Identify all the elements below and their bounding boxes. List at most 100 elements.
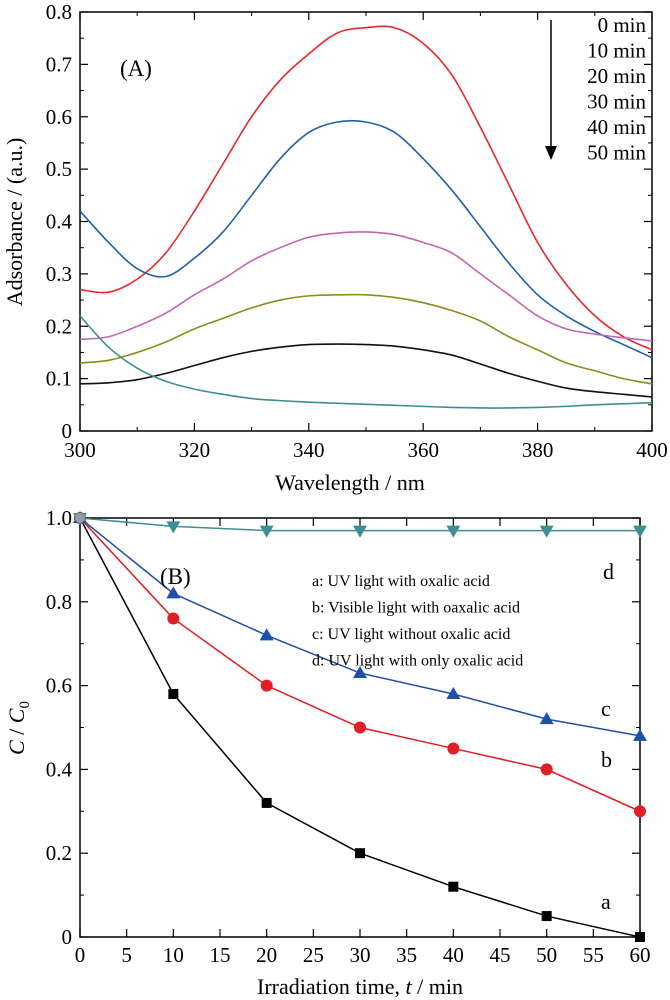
time-label: 30 min — [587, 90, 646, 114]
data-point-c — [353, 666, 367, 679]
data-point-b — [260, 679, 273, 692]
panel-a-chart: 300 320 340 360 380 400 0 0.1 0.2 0.3 0.4 0.5 0.6 0.7… — [2, 0, 668, 495]
legend-entry: a: UV light with oxalic acid — [312, 573, 490, 590]
y-tick-label: 0.4 — [46, 210, 73, 234]
x-tick-label: 300 — [64, 438, 96, 462]
spectrum-line-0 — [79, 25, 653, 351]
x-axis-label-variable: t — [405, 974, 412, 999]
data-point-b — [354, 721, 366, 734]
data-point-d — [166, 521, 181, 534]
y-axis-label-sep: / — [4, 723, 29, 740]
x-axis-label-main: Irradiation time, — [257, 974, 405, 999]
data-point-a — [635, 932, 645, 942]
x-tick-label: 30 — [350, 943, 371, 967]
data-point-a — [168, 688, 179, 699]
y-axis-label-c0: C — [4, 708, 29, 723]
panel-b-label: (B) — [160, 564, 191, 589]
spectrum-line-2 — [79, 231, 653, 342]
data-point-a — [448, 881, 459, 892]
x-tick-label: 340 — [293, 438, 325, 462]
panel-b-legend: a: UV light with oxalic acid b: Visible l… — [312, 573, 523, 670]
data-point-a — [541, 911, 552, 922]
x-tick-label: 50 — [536, 943, 557, 967]
panel-b-y-axis-label: C / C0 — [4, 701, 33, 755]
x-axis-label-unit: / min — [412, 974, 463, 999]
y-tick-label: 1.0 — [46, 506, 72, 530]
y-tick-label: 0.2 — [46, 314, 72, 338]
y-tick-label: 0.2 — [46, 841, 72, 865]
time-arrow-head — [545, 146, 557, 160]
curve-label-d: d — [603, 559, 614, 584]
data-point-d — [446, 525, 461, 538]
x-tick-label: 40 — [443, 943, 464, 967]
data-point-c — [259, 628, 274, 641]
data-point-d — [633, 525, 647, 538]
x-tick-label: 55 — [583, 943, 604, 967]
x-tick-label: 400 — [636, 438, 668, 462]
panel-a-x-axis-label: Wavelength / nm — [275, 470, 425, 495]
panel-a-y-axis-label: Adsorbance / (a.u.) — [2, 138, 27, 307]
panel-b-markers — [73, 511, 647, 942]
data-point-b — [167, 612, 180, 625]
y-tick-label: 0.4 — [46, 757, 73, 781]
panel-a-ticks — [79, 11, 653, 432]
y-tick-label: 0.7 — [46, 52, 72, 76]
data-point-c — [166, 586, 181, 599]
data-point-a — [261, 797, 272, 808]
y-tick-label: 0.8 — [46, 590, 72, 614]
panel-b-chart: 0 5 10 15 20 25 30 35 40 45 50 55 60 0 0.2 0.4 0.6 0.8 1.0… — [4, 506, 651, 999]
panel-a-tick-labels: 300 320 340 360 380 400 0 0.1 0.2 0.3 0.4 0.5 0.6 0.7… — [46, 0, 668, 462]
x-tick-label: 60 — [630, 943, 651, 967]
data-point-d — [259, 525, 274, 538]
y-tick-label: 0.3 — [46, 262, 72, 286]
legend-entry: d: UV light with only oxalic acid — [312, 653, 523, 670]
data-point-c — [633, 728, 647, 741]
data-point-c — [446, 686, 461, 699]
curve-label-b: b — [601, 747, 612, 772]
curve-label-a: a — [601, 889, 611, 914]
x-tick-label: 10 — [163, 943, 184, 967]
data-point-d — [539, 525, 554, 538]
panel-b-curve-labels: a b c d — [601, 559, 614, 914]
curve-label-c: c — [601, 696, 611, 721]
panel-b-x-axis-label: Irradiation time, t / min — [257, 974, 463, 999]
x-tick-label: 20 — [256, 943, 277, 967]
data-point-c — [539, 712, 554, 725]
panel-a-plot-frame — [79, 11, 653, 432]
data-point-a — [355, 848, 365, 859]
y-tick-label: 0 — [62, 925, 73, 949]
time-label: 10 min — [587, 39, 646, 63]
data-point-b — [447, 742, 460, 755]
legend-entry: b: Visible light with oaxalic acid — [312, 600, 520, 617]
y-tick-label: 0.1 — [46, 367, 72, 391]
x-tick-label: 5 — [121, 943, 132, 967]
time-label: 50 min — [587, 141, 646, 165]
x-tick-label: 45 — [490, 943, 511, 967]
spectrum-line-1 — [79, 119, 653, 359]
legend-entry: c: UV light without oxalic acid — [312, 626, 510, 643]
time-label: 40 min — [587, 115, 646, 139]
y-tick-label: 0.6 — [46, 105, 72, 129]
spectrum-line-5 — [79, 315, 653, 409]
x-tick-label: 360 — [407, 438, 439, 462]
panel-a-label: (A) — [120, 56, 152, 81]
spectrum-line-3 — [79, 293, 653, 385]
x-tick-label: 35 — [396, 943, 417, 967]
y-tick-label: 0.8 — [46, 0, 72, 24]
x-tick-label: 380 — [522, 438, 554, 462]
panel-b-tick-labels: 0 5 10 15 20 25 30 35 40 45 50 55 60 0 0.2 0.4 0.6 0.8 1.0 — [46, 506, 651, 967]
time-label: 0 min — [598, 13, 647, 37]
data-point-d — [353, 525, 367, 538]
data-point-b — [540, 763, 553, 776]
y-axis-label-c0-subscript: 0 — [17, 701, 33, 709]
time-label: 20 min — [587, 64, 646, 88]
y-tick-label: 0 — [62, 419, 73, 443]
y-tick-label: 0.5 — [46, 157, 72, 181]
y-axis-label-c: C — [4, 740, 29, 755]
x-tick-label: 320 — [179, 438, 211, 462]
x-tick-label: 15 — [210, 943, 231, 967]
x-tick-label: 0 — [75, 943, 86, 967]
x-tick-label: 25 — [303, 943, 324, 967]
